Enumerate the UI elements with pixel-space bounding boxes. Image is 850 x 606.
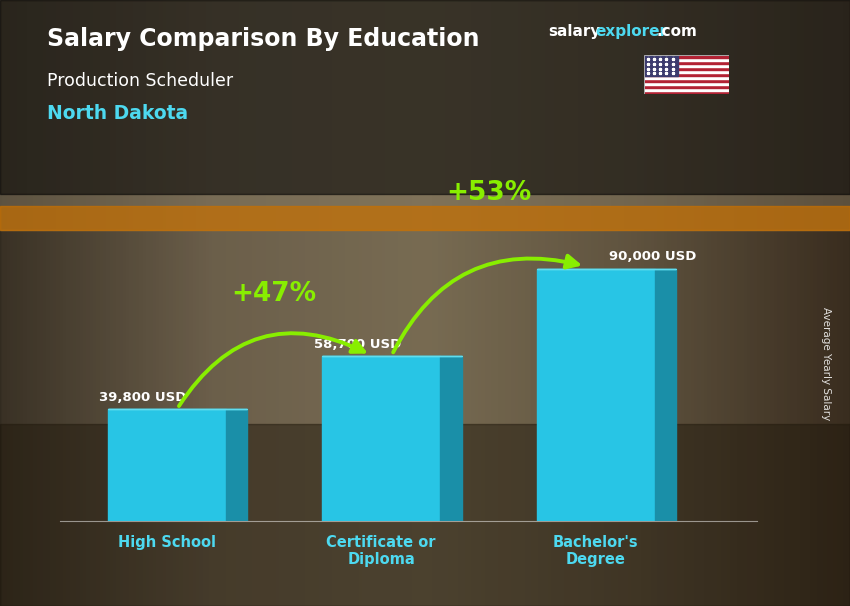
Bar	[644, 88, 729, 91]
Polygon shape	[440, 356, 462, 521]
Bar	[644, 73, 729, 76]
Text: North Dakota: North Dakota	[47, 104, 188, 123]
Polygon shape	[108, 410, 226, 521]
Bar	[644, 82, 729, 85]
Bar	[644, 58, 729, 61]
Bar	[644, 55, 729, 58]
Text: +47%: +47%	[231, 281, 316, 307]
Text: 58,700 USD: 58,700 USD	[314, 338, 401, 351]
Polygon shape	[226, 410, 247, 521]
Bar	[644, 76, 729, 79]
Text: Salary Comparison By Education: Salary Comparison By Education	[47, 27, 479, 52]
Bar	[644, 85, 729, 88]
Polygon shape	[322, 356, 440, 521]
Bar	[644, 91, 729, 94]
Bar	[644, 61, 729, 64]
Polygon shape	[0, 206, 850, 230]
Bar	[644, 67, 729, 70]
Bar	[644, 79, 729, 82]
Text: salary: salary	[548, 24, 601, 39]
Bar	[644, 55, 678, 76]
Polygon shape	[0, 0, 850, 194]
Text: Production Scheduler: Production Scheduler	[47, 72, 233, 90]
Polygon shape	[536, 268, 654, 521]
Polygon shape	[0, 424, 850, 606]
Text: Average Yearly Salary: Average Yearly Salary	[821, 307, 831, 420]
Bar	[644, 64, 729, 67]
Polygon shape	[654, 268, 676, 521]
Polygon shape	[0, 0, 850, 230]
Text: explorer: explorer	[595, 24, 667, 39]
Text: +53%: +53%	[445, 181, 531, 207]
Text: 90,000 USD: 90,000 USD	[609, 250, 696, 263]
Text: .com: .com	[656, 24, 697, 39]
Text: 39,800 USD: 39,800 USD	[99, 391, 186, 404]
Bar	[644, 70, 729, 73]
